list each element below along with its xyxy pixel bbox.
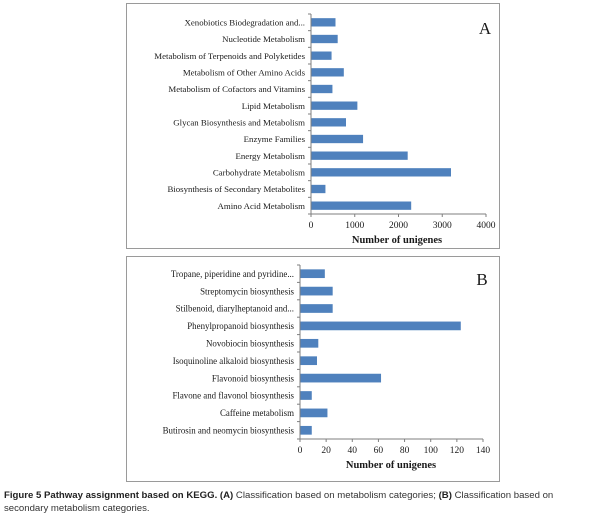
category-label: Streptomycin biosynthesis (200, 286, 294, 296)
x-axis-title: Number of unigenes (352, 235, 442, 246)
bar (311, 168, 451, 177)
category-label: Metabolism of Other Amino Acids (183, 68, 306, 78)
bar (311, 118, 346, 127)
x-tick-label: 3000 (433, 221, 452, 231)
caption-b-marker: (B) (438, 490, 452, 501)
category-label: Carbohydrate Metabolism (213, 168, 305, 178)
category-label: Glycan Biosynthesis and Metabolism (173, 118, 305, 128)
category-label: Metabolism of Cofactors and Vitamins (168, 84, 305, 94)
bar (300, 338, 319, 348)
bar (300, 408, 328, 418)
category-label: Lipid Metabolism (242, 101, 305, 111)
bar (311, 101, 358, 110)
x-tick-label: 1000 (345, 221, 364, 231)
bar (311, 184, 326, 194)
category-label: Caffeine metabolism (220, 408, 294, 418)
caption-b-text: Classification based on secondary metabo… (4, 490, 554, 514)
x-tick-label: 0 (309, 221, 314, 231)
x-tick-label: 80 (400, 446, 410, 456)
x-tick-label: 4000 (477, 221, 496, 231)
x-tick-label: 40 (348, 446, 358, 456)
bar (300, 321, 461, 331)
category-label: Flavone and flavonol biosynthesis (172, 391, 294, 401)
category-label: Nucleotide Metabolism (222, 34, 305, 44)
category-label: Phenylpropanoid biosynthesis (187, 321, 294, 331)
x-tick-label: 60 (374, 446, 384, 456)
bar (311, 84, 333, 94)
x-axis-title: Number of unigenes (346, 460, 436, 471)
bar (300, 425, 312, 435)
category-label: Biosynthesis of Secondary Metabolites (167, 184, 305, 194)
figure-caption: Figure 5 Pathway assignment based on KEG… (4, 489, 596, 515)
bar (300, 373, 382, 383)
bar (311, 51, 332, 60)
caption-a-text: Classification based on metabolism categ… (235, 490, 436, 501)
bar (311, 201, 412, 210)
category-label: Amino Acid Metabolism (218, 201, 306, 211)
panel-label: A (479, 19, 492, 38)
category-label: Isoquinoline alkaloid biosynthesis (173, 356, 295, 366)
category-label: Energy Metabolism (236, 151, 306, 161)
bar (311, 18, 336, 27)
caption-title: Figure 5 Pathway assignment based on KEG… (4, 490, 218, 501)
chart-panel-a: Amino Acid Metabolism Biosynthesis of Sec… (126, 3, 500, 249)
chart-b-svg: Butirosin and neomycin biosynthesis Caffe… (163, 264, 491, 471)
category-label: Novobiocin biosynthesis (206, 339, 295, 349)
bar (300, 304, 333, 313)
bar (300, 356, 317, 366)
category-label: Metabolism of Terpenoids and Polyketides (154, 51, 305, 61)
category-label: Flavonoid biosynthesis (212, 373, 295, 383)
bar (300, 269, 325, 279)
bar (311, 134, 364, 144)
chart-a-svg: Amino Acid Metabolism Biosynthesis of Sec… (154, 13, 496, 246)
category-label: Stilbenoid, diarylheptanoid and... (176, 304, 294, 314)
category-label: Xenobiotics Biodegradation and... (185, 18, 305, 28)
category-label: Butirosin and neomycin biosynthesis (163, 426, 295, 436)
bar (311, 34, 338, 44)
bar (311, 151, 408, 160)
x-tick-label: 100 (424, 446, 439, 456)
x-tick-label: 140 (476, 446, 491, 456)
category-label: Enzyme Families (244, 134, 306, 144)
panel-label: B (476, 270, 487, 289)
x-tick-label: 0 (298, 446, 303, 456)
bar (311, 68, 344, 77)
x-tick-label: 120 (450, 446, 465, 456)
caption-a-marker: (A) (219, 490, 234, 501)
category-label: Tropane, piperidine and pyridine... (171, 269, 294, 279)
bar (300, 391, 312, 400)
x-tick-label: 2000 (389, 221, 408, 231)
chart-panel-b: Butirosin and neomycin biosynthesis Caffe… (126, 256, 500, 482)
bar (300, 286, 333, 296)
x-tick-label: 20 (321, 446, 331, 456)
